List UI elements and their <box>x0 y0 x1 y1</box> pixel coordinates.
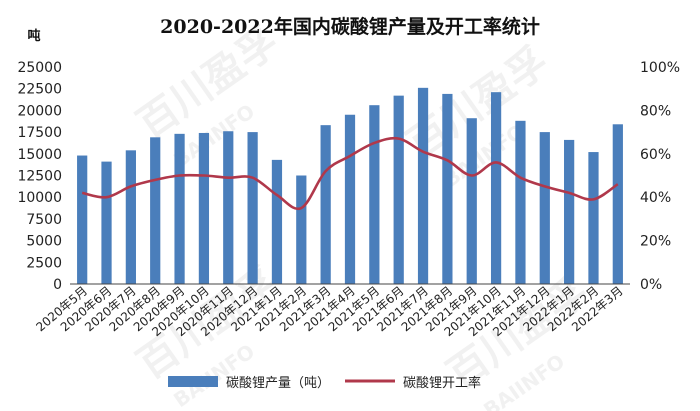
bar <box>466 118 477 284</box>
bar <box>320 125 331 284</box>
left-axis-ticks: 0 2500 5000 7500 10000 12500 15000 17500 20000 22… <box>17 60 62 293</box>
x-axis-ticks: 2020年5月2020年6月2020年7月2020年8月2020年9月2020年… <box>33 284 625 340</box>
left-tick-label: 0 <box>53 277 62 293</box>
bar <box>198 132 210 284</box>
bar <box>174 133 185 284</box>
bar <box>393 95 404 284</box>
bar-series <box>77 87 623 285</box>
left-tick-label: 15000 <box>17 147 62 163</box>
right-tick-label: 20% <box>640 234 671 250</box>
bar <box>515 120 526 284</box>
legend-line-label: 碳酸锂开工率 <box>403 375 481 391</box>
legend-bar-swatch <box>168 376 218 387</box>
right-tick-label: 80% <box>640 103 671 119</box>
rate-series-line <box>81 136 619 211</box>
bar <box>150 137 161 284</box>
left-tick-label: 5000 <box>26 234 62 250</box>
bar <box>417 87 429 284</box>
bar <box>612 124 623 285</box>
left-tick-label: 20000 <box>17 103 62 119</box>
legend-bar-label: 碳酸锂产量（吨） <box>226 376 330 391</box>
bar <box>442 93 453 285</box>
bar <box>296 175 307 284</box>
left-tick-label: 10000 <box>17 190 62 206</box>
left-tick-label: 22500 <box>17 82 62 98</box>
bar <box>101 161 112 284</box>
left-tick-label: 7500 <box>26 212 62 228</box>
right-tick-label: 60% <box>640 147 671 163</box>
bar <box>344 114 356 285</box>
bar <box>369 105 380 284</box>
bar <box>564 139 575 284</box>
bar <box>77 155 88 284</box>
left-tick-label: 12500 <box>17 169 62 185</box>
bar <box>125 150 136 284</box>
left-tick-label: 25000 <box>17 60 62 76</box>
bar <box>271 159 283 284</box>
bar <box>490 92 502 284</box>
bar <box>588 152 599 284</box>
chart-title: 2020-2022年国内碳酸锂产量及开工率统计 <box>160 15 540 38</box>
bar <box>539 132 550 284</box>
right-tick-label: 40% <box>640 190 671 206</box>
right-tick-label: 100% <box>640 60 680 76</box>
left-tick-label: 2500 <box>26 255 62 271</box>
right-tick-label: 0% <box>640 277 662 293</box>
legend: 碳酸锂产量（吨） 碳酸锂开工率 <box>168 375 481 391</box>
right-axis-ticks: 0% 20% 40% 60% 80% 100% <box>640 60 680 293</box>
bar <box>223 131 234 284</box>
left-tick-label: 17500 <box>17 125 62 141</box>
y-unit-label: 吨 <box>27 28 40 44</box>
bar <box>247 132 258 284</box>
